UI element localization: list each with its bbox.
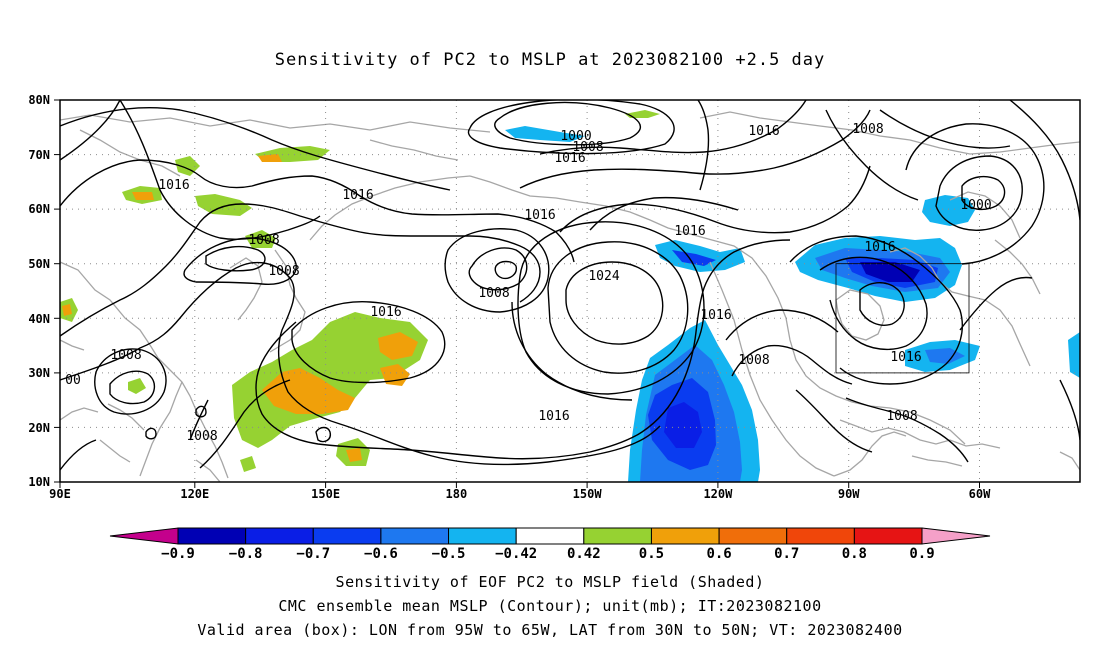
contour-label: 1016 [524, 208, 555, 223]
map-frame [59, 99, 1081, 483]
shade-pos-northasia2-core [258, 154, 282, 162]
shade-pos-siberia-core [132, 192, 154, 200]
colorbar-segment [853, 527, 923, 545]
shade-neg-arctic [505, 126, 585, 142]
colorbar-tick-label: −0.5 [432, 546, 466, 562]
contour-label: 1008 [738, 353, 769, 368]
mslp-contours [60, 100, 1080, 471]
lat-label-70n: 70N [28, 148, 50, 162]
contour-label: 00 [65, 373, 81, 388]
contour-label: 1016 [890, 350, 921, 365]
colorbar-tick-label: −0.7 [296, 546, 330, 562]
colorbar-segment [312, 527, 382, 545]
shade-pos-westpac-orange [262, 368, 355, 414]
footer-line-2: CMC ensemble mean MSLP (Contour); unit(m… [278, 597, 822, 615]
colorbar-segment [786, 527, 855, 545]
colorbar-segment [177, 527, 247, 545]
shade-pos-arctic [625, 110, 660, 118]
lon-label-90e: 90E [49, 487, 71, 501]
colorbar-tick-label: −0.9 [161, 546, 195, 562]
axis-ticks [54, 99, 980, 488]
colorbar-segment [448, 527, 517, 545]
shade-neg-eastpac-deep [664, 402, 702, 448]
colorbar-segment [515, 527, 585, 545]
lon-label-60w: 60W [969, 487, 991, 501]
footer-line-1: Sensitivity of EOF PC2 to MSLP field (Sh… [335, 573, 765, 591]
colorbar-tick-label: 0.9 [909, 546, 934, 562]
colorbar-segment [650, 527, 720, 545]
footer-line-3: Valid area (box): LON from 95W to 65W, L… [197, 621, 903, 639]
shade-pos-westpac-orange2 [378, 332, 418, 360]
shade-neg-hudson-deep [860, 262, 920, 282]
colorbar-tick-label: 0.7 [774, 546, 799, 562]
contour-label: 1016 [538, 409, 569, 424]
contour-label: 1016 [370, 305, 401, 320]
colorbar-segment [583, 527, 652, 545]
contour-label: 1016 [700, 308, 731, 323]
contour-label: 1008 [110, 348, 141, 363]
shade-pos-mongolia [195, 194, 252, 216]
shade-pos-westpac [232, 312, 428, 448]
contour-label: 1016 [342, 188, 373, 203]
coastlines [60, 111, 1080, 482]
shade-pos-seasia [240, 456, 256, 472]
shade-pos-westpac-orange3 [380, 364, 410, 386]
lat-label-20n: 20N [28, 421, 50, 435]
contour-label: 1008 [886, 409, 917, 424]
shade-pos-india-core [62, 304, 72, 316]
shade-neg-labrador [922, 195, 975, 226]
colorbar-segment [245, 527, 314, 545]
contour-label: 1016 [864, 240, 895, 255]
shade-neg-east-edge [1068, 332, 1080, 378]
shade-neg-gulfalaska-core [672, 250, 716, 266]
valid-area-box [835, 263, 970, 374]
lon-label-120w: 120W [703, 487, 733, 501]
colorbar-tick-label: 0.8 [842, 546, 867, 562]
lat-label-60n: 60N [28, 202, 50, 216]
contour-label: 1016 [158, 178, 189, 193]
colorbar-tick-label: 0.42 [567, 546, 601, 562]
latitude-labels: 80N 70N 60N 50N 40N 30N 20N 10N [28, 93, 50, 489]
lon-label-90w: 90W [838, 487, 860, 501]
contour-label: 1000 [960, 198, 991, 213]
lat-label-10n: 10N [28, 475, 50, 489]
colorbar-right-triangle [921, 527, 991, 545]
lat-label-40n: 40N [28, 312, 50, 326]
contour-label: 1016 [674, 224, 705, 239]
map-title: Sensitivity of PC2 to MSLP at 2023082100… [274, 50, 826, 70]
colorbar-tick-label: −0.42 [495, 546, 537, 562]
lat-label-50n: 50N [28, 257, 50, 271]
contour-label: 1024 [588, 269, 619, 284]
contour-label: 1008 [248, 233, 279, 248]
lat-label-80n: 80N [28, 93, 50, 107]
contour-label: 1016 [748, 124, 779, 139]
colorbar-tick-label: −0.8 [229, 546, 263, 562]
lon-label-180: 180 [446, 487, 468, 501]
colorbar-segment [718, 527, 788, 545]
shade-pos-philippines-core [346, 448, 362, 462]
colorbar-left-triangle [109, 527, 179, 545]
contour-label: 1008 [852, 122, 883, 137]
lon-label-150e: 150E [311, 487, 340, 501]
colorbar-segment [380, 527, 450, 545]
contour-label: 1008 [572, 140, 603, 155]
contour-label: 1016 [554, 151, 585, 166]
colorbar-tick-label: −0.6 [364, 546, 398, 562]
contour-labels: 1000 1008 1016 1016 1008 1016 1016 1016 … [65, 122, 991, 444]
lon-label-150w: 150W [573, 487, 603, 501]
longitude-labels: 90E 120E 150E 180 150W 120W 90W 60W [49, 487, 991, 501]
lat-label-30n: 30N [28, 366, 50, 380]
contour-label: 1008 [186, 429, 217, 444]
colorbar-tick-label: 0.6 [706, 546, 731, 562]
colorbar-tick-label: 0.5 [639, 546, 664, 562]
contour-label: 1008 [268, 264, 299, 279]
shade-pos-southchina [128, 378, 146, 394]
colorbar: −0.9 −0.8 −0.7 −0.6 −0.5 −0.42 0.42 0.5 0.6 0.7 0.… [109, 527, 991, 562]
contour-label: 1000 [560, 129, 591, 144]
contour-label: 1008 [478, 286, 509, 301]
lon-label-120e: 120E [180, 487, 209, 501]
